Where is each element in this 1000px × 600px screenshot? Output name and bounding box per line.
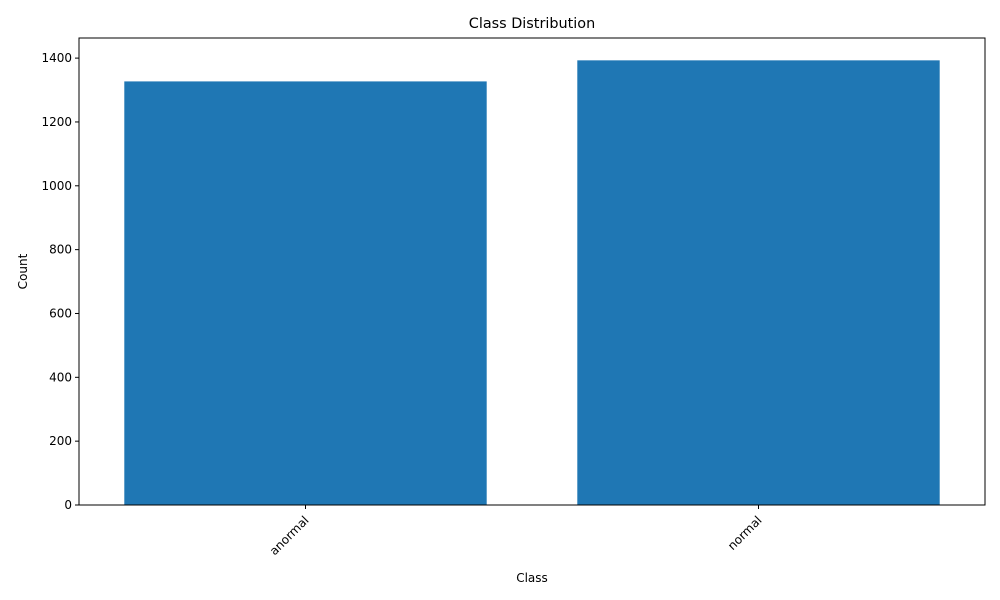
x-axis-ticks: anormal normal (267, 505, 765, 558)
plot-area-frame (78, 37, 986, 506)
y-tick-label: 600 (49, 306, 72, 320)
bar-anormal (124, 81, 487, 505)
y-tick-label: 800 (49, 243, 72, 257)
y-tick-label: 1400 (41, 51, 72, 65)
y-axis-ticks: 0 200 400 600 800 1000 1200 1400 (41, 51, 79, 512)
x-tick-label: anormal (267, 513, 312, 558)
y-axis-title: Count (16, 253, 30, 289)
y-tick-label: 1200 (41, 115, 72, 129)
x-axis-title: Class (516, 571, 548, 585)
bars-layer (124, 60, 940, 506)
y-tick-label: 400 (49, 370, 72, 384)
y-tick-label: 0 (64, 498, 72, 512)
chart-title: Class Distribution (469, 16, 595, 32)
y-tick-label: 200 (49, 434, 72, 448)
y-tick-label: 1000 (41, 179, 72, 193)
bar-normal (577, 60, 940, 506)
x-tick-label: normal (725, 513, 765, 553)
